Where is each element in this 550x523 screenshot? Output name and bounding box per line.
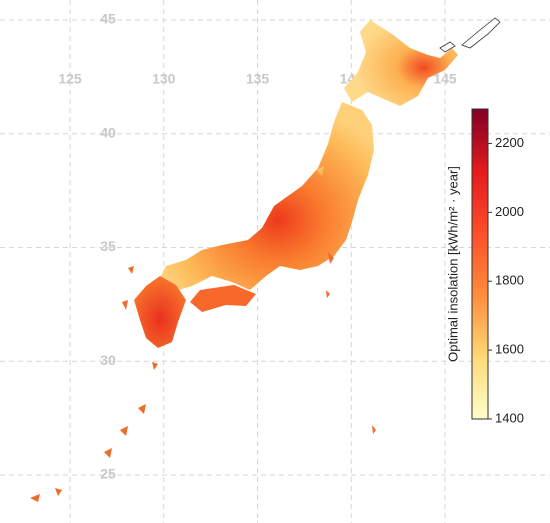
colorbar-title: Optimal insolation [kWh/m² · year]	[445, 166, 460, 362]
islands	[30, 252, 376, 502]
kuril-islands	[439, 17, 501, 53]
lat-tick-label: 40	[100, 124, 116, 140]
honshu	[160, 102, 374, 292]
kyushu	[134, 276, 186, 348]
colorbar: Optimal insolation [kWh/m² · year] 1400 1…	[445, 108, 524, 425]
colorbar-tick-label: 1600	[495, 342, 524, 357]
lat-tick-label: 45	[100, 11, 116, 27]
hokkaido	[344, 20, 458, 106]
lon-tick-label: 130	[152, 71, 176, 87]
colorbar-tick-label: 1800	[495, 273, 524, 288]
lat-tick-label: 25	[100, 466, 116, 482]
lon-tick-label: 125	[58, 71, 82, 87]
land	[30, 17, 501, 502]
lat-tick-label: 30	[100, 352, 116, 368]
colorbar-tick-label: 1400	[495, 410, 524, 425]
sado	[316, 166, 324, 176]
colorbar-scale	[471, 108, 489, 420]
lon-tick-label: 135	[246, 71, 270, 87]
lon-tick-label: 145	[433, 71, 457, 87]
lat-tick-label: 35	[100, 238, 116, 254]
colorbar-tick-label: 2000	[495, 204, 524, 219]
colorbar-tick-label: 2200	[495, 135, 524, 150]
shikoku	[190, 285, 256, 312]
